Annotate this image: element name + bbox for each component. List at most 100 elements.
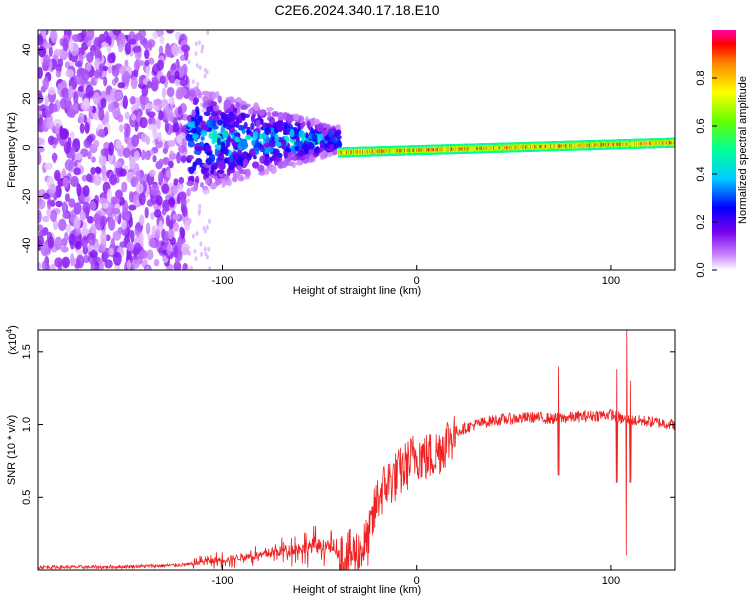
spectrogram-cell: [295, 161, 302, 166]
spectrogram-cell: [187, 59, 191, 65]
y-tick-label: 1.5: [21, 344, 33, 359]
spectrogram-cell: [107, 103, 115, 113]
spectrogram-cell: [133, 59, 141, 71]
spectrogram-cell: [83, 97, 90, 110]
spectrogram-cell: [166, 112, 175, 122]
spectrogram-cell: [73, 202, 82, 215]
spectrogram-cell: [68, 233, 76, 246]
spectrogram-cell: [153, 258, 160, 267]
spectrogram-cell: [195, 231, 199, 237]
spectrogram-cell: [166, 243, 172, 256]
spectrogram-cell: [54, 257, 63, 268]
spectrogram-cell: [270, 165, 277, 175]
spectrogram-cell: [134, 32, 143, 41]
spectrogram-cell: [38, 137, 43, 146]
spectrogram-cell: [107, 53, 115, 64]
snr-series-line: [38, 330, 675, 570]
spectrogram-cell: [309, 153, 314, 162]
spectrogram-cell: [47, 87, 56, 96]
spectrogram-cell: [62, 201, 67, 213]
spectrogram-cell: [153, 209, 162, 218]
spectrogram-cell: [105, 234, 111, 242]
spectrogram-cell: [86, 215, 94, 224]
spectrogram-cell: [242, 152, 248, 158]
spectrogram-cell: [70, 175, 79, 188]
spectrogram-cell: [141, 96, 150, 106]
spectrogram-cell: [198, 203, 202, 209]
spectrogram-cell: [86, 135, 94, 144]
snr-y-label: SNR (10 * v/v): [6, 415, 18, 485]
spectrogram-cell: [169, 153, 178, 160]
spectrogram-cell: [148, 237, 156, 248]
spectrogram-cell: [108, 216, 114, 228]
spectrogram-cell: [59, 128, 69, 140]
spectrogram-cell: [106, 188, 112, 203]
spectrogram-cell: [69, 131, 75, 139]
x-tick-label: 100: [602, 275, 620, 287]
spectrogram-cell: [168, 160, 174, 169]
spectrogram-cell: [224, 157, 228, 164]
spectrogram-cell: [191, 233, 195, 239]
spectrogram-cell: [53, 48, 63, 57]
spectrogram-cell: [168, 228, 174, 240]
spectrogram-cell: [200, 102, 204, 108]
spectrogram-cell: [98, 154, 107, 167]
spectrogram-cell: [277, 111, 284, 121]
spectrogram-cell: [111, 67, 120, 77]
spectrogram-cell: [165, 169, 171, 179]
spectrogram-cell: [331, 138, 337, 144]
spectrogram-cell: [93, 213, 102, 225]
spectrogram-cell: [191, 109, 197, 118]
spectrogram-cell: [294, 122, 301, 127]
spectrogram-cell: [180, 243, 188, 256]
spectrogram-cell: [250, 122, 255, 131]
spectrogram-cell: [198, 40, 202, 46]
spectrogram-cell: [326, 152, 333, 158]
spectrogram-cell: [319, 139, 325, 149]
spectrogram-cell: [204, 144, 212, 151]
spectrogram-cell: [186, 133, 193, 142]
spectrogram-cell: [38, 66, 43, 79]
spectrogram-cell: [179, 132, 186, 139]
spectrogram-cell: [211, 138, 216, 145]
spectrogram-cell: [164, 47, 173, 58]
spectrogram-cell: [264, 149, 270, 155]
spectrogram-cell: [38, 224, 44, 232]
spectrogram-cell: [128, 38, 137, 45]
spectrogram-cell: [44, 95, 49, 107]
spectrogram-cell: [250, 114, 256, 123]
spectrogram-cell: [119, 65, 126, 75]
spectrogram-cell: [107, 65, 113, 74]
spectrogram-cell: [147, 111, 156, 118]
spectrogram-cell: [86, 51, 94, 63]
spectrogram-x-ticks: -100 0 100: [211, 265, 620, 287]
spectrogram-cell: [57, 58, 64, 68]
spectrogram-cell: [55, 70, 61, 78]
spectrogram-cell: [122, 95, 128, 110]
spectrogram-cell: [213, 130, 218, 138]
spectrogram-cell: [129, 156, 136, 169]
spectrogram-cell: [74, 240, 82, 250]
spectrogram-cell: [47, 236, 55, 249]
spectrogram-cell: [77, 47, 85, 56]
spectrogram-cell: [62, 37, 69, 51]
spectrogram-cell: [243, 121, 248, 129]
spectrogram-cell: [204, 190, 208, 196]
spectrogram-cell: [171, 43, 180, 57]
spectrogram-cell: [76, 183, 82, 197]
spectrogram-cell: [312, 118, 321, 126]
spectrogram-cell: [42, 76, 50, 90]
spectrogram-cell: [220, 112, 227, 120]
spectrogram-cell: [268, 116, 276, 126]
spectrogram-cell: [68, 198, 76, 208]
spectrogram-cell: [83, 240, 88, 250]
spectrogram-cell: [66, 108, 76, 118]
spectrogram-cell: [188, 166, 195, 175]
spectrogram-cell: [251, 139, 257, 146]
spectrogram-cell: [310, 127, 315, 134]
spectrogram-cell: [150, 211, 155, 220]
spectrogram-cell: [101, 164, 107, 178]
spectrogram-cell: [253, 102, 260, 112]
spectrogram-cell: [140, 149, 146, 161]
